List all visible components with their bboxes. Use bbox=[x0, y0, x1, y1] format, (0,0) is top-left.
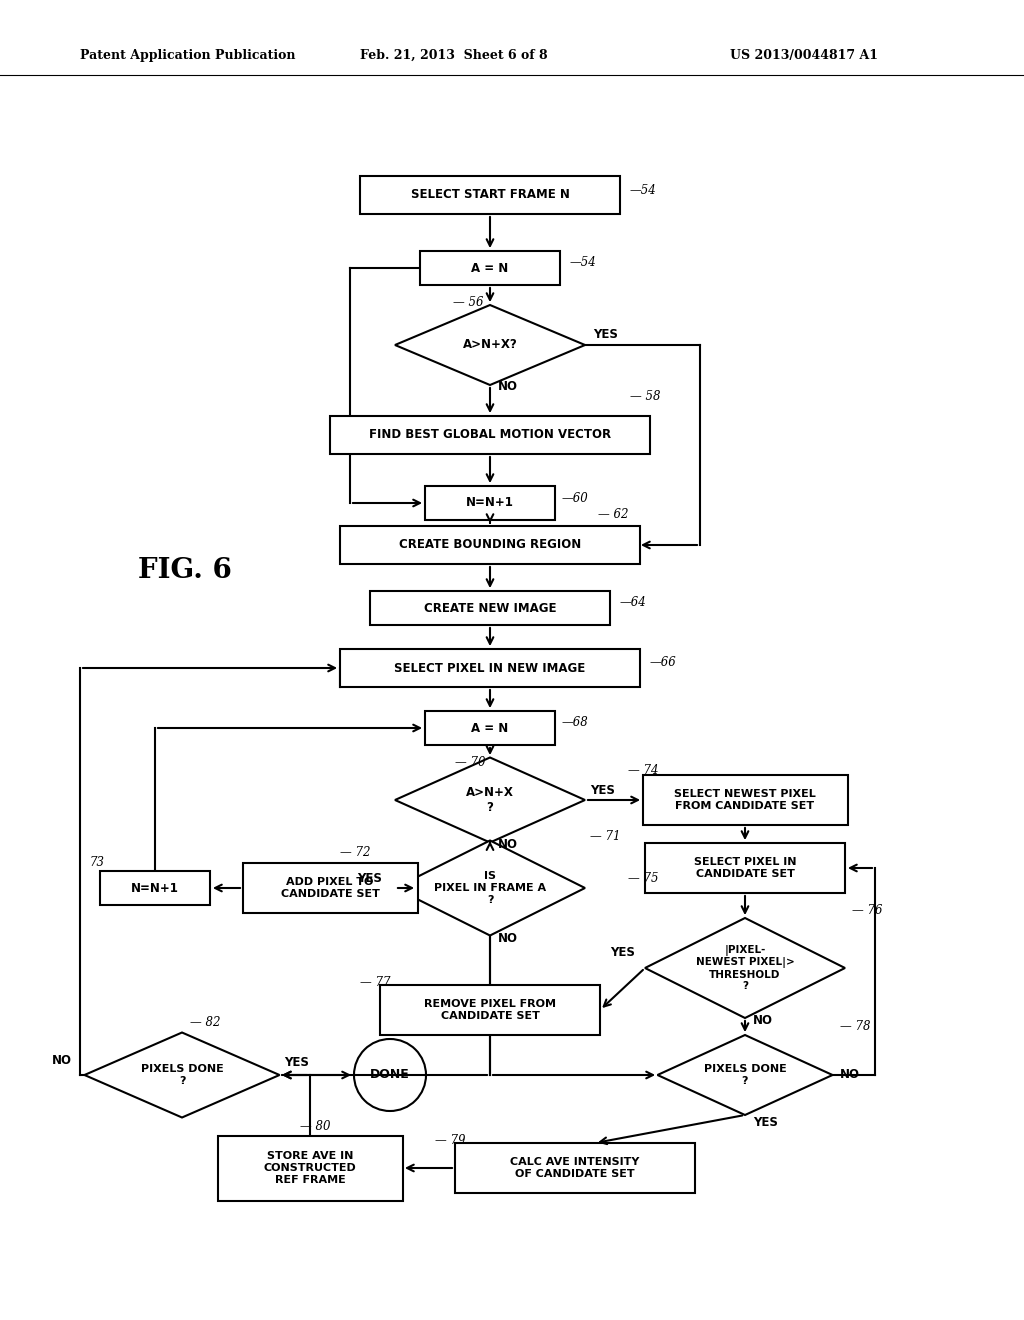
Text: — 74: — 74 bbox=[628, 763, 658, 776]
Text: IS
PIXEL IN FRAME A
?: IS PIXEL IN FRAME A ? bbox=[434, 871, 546, 904]
Polygon shape bbox=[395, 841, 585, 936]
FancyBboxPatch shape bbox=[100, 871, 210, 906]
FancyBboxPatch shape bbox=[330, 416, 650, 454]
Circle shape bbox=[354, 1039, 426, 1111]
Text: YES: YES bbox=[284, 1056, 309, 1069]
Polygon shape bbox=[657, 1035, 833, 1115]
Polygon shape bbox=[645, 917, 845, 1018]
Text: —66: —66 bbox=[650, 656, 677, 669]
Text: YES: YES bbox=[590, 784, 614, 796]
Polygon shape bbox=[85, 1032, 280, 1118]
Text: — 70: — 70 bbox=[455, 755, 485, 768]
Text: FIG. 6: FIG. 6 bbox=[138, 557, 231, 583]
Text: Feb. 21, 2013  Sheet 6 of 8: Feb. 21, 2013 Sheet 6 of 8 bbox=[360, 49, 548, 62]
FancyBboxPatch shape bbox=[340, 525, 640, 564]
FancyBboxPatch shape bbox=[645, 843, 845, 894]
Text: SELECT NEWEST PIXEL
FROM CANDIDATE SET: SELECT NEWEST PIXEL FROM CANDIDATE SET bbox=[674, 789, 816, 810]
Text: NO: NO bbox=[52, 1053, 72, 1067]
Text: A = N: A = N bbox=[471, 261, 509, 275]
Text: Patent Application Publication: Patent Application Publication bbox=[80, 49, 296, 62]
Text: —54: —54 bbox=[630, 183, 656, 197]
Text: —64: —64 bbox=[620, 597, 647, 610]
Text: STORE AVE IN
CONSTRUCTED
REF FRAME: STORE AVE IN CONSTRUCTED REF FRAME bbox=[263, 1151, 356, 1184]
FancyBboxPatch shape bbox=[217, 1135, 402, 1200]
FancyBboxPatch shape bbox=[420, 251, 560, 285]
FancyBboxPatch shape bbox=[360, 176, 620, 214]
Text: DONE: DONE bbox=[370, 1068, 410, 1081]
Text: — 78: — 78 bbox=[840, 1020, 870, 1034]
FancyBboxPatch shape bbox=[425, 711, 555, 744]
Text: — 82: — 82 bbox=[190, 1016, 220, 1030]
Text: — 77: — 77 bbox=[360, 975, 390, 989]
Text: A>N+X
?: A>N+X ? bbox=[466, 785, 514, 814]
Text: — 71: — 71 bbox=[590, 829, 621, 842]
Text: YES: YES bbox=[357, 871, 382, 884]
Text: FIND BEST GLOBAL MOTION VECTOR: FIND BEST GLOBAL MOTION VECTOR bbox=[369, 429, 611, 441]
Text: — 62: — 62 bbox=[598, 508, 629, 521]
Polygon shape bbox=[395, 305, 585, 385]
Text: — 72: — 72 bbox=[340, 846, 371, 859]
Text: |PIXEL-
NEWEST PIXEL|>
THRESHOLD
?: |PIXEL- NEWEST PIXEL|> THRESHOLD ? bbox=[695, 945, 795, 991]
Text: PIXELS DONE
?: PIXELS DONE ? bbox=[703, 1064, 786, 1086]
Text: — 58: — 58 bbox=[630, 389, 660, 403]
Text: US 2013/0044817 A1: US 2013/0044817 A1 bbox=[730, 49, 878, 62]
Text: N=N+1: N=N+1 bbox=[131, 882, 179, 895]
FancyBboxPatch shape bbox=[243, 863, 418, 913]
Text: YES: YES bbox=[753, 1115, 778, 1129]
Text: NO: NO bbox=[498, 932, 518, 945]
Text: ADD PIXEL TO
CANDIDATE SET: ADD PIXEL TO CANDIDATE SET bbox=[281, 878, 380, 899]
Text: A = N: A = N bbox=[471, 722, 509, 734]
Text: YES: YES bbox=[610, 946, 635, 960]
Text: SELECT START FRAME N: SELECT START FRAME N bbox=[411, 189, 569, 202]
Text: — 80: — 80 bbox=[300, 1119, 331, 1133]
Text: SELECT PIXEL IN
CANDIDATE SET: SELECT PIXEL IN CANDIDATE SET bbox=[693, 857, 797, 879]
FancyBboxPatch shape bbox=[455, 1143, 695, 1193]
Text: A>N+X?: A>N+X? bbox=[463, 338, 517, 351]
FancyBboxPatch shape bbox=[340, 649, 640, 686]
Text: —68: —68 bbox=[562, 717, 589, 730]
Text: NO: NO bbox=[840, 1068, 860, 1081]
Text: SELECT PIXEL IN NEW IMAGE: SELECT PIXEL IN NEW IMAGE bbox=[394, 661, 586, 675]
Text: 73: 73 bbox=[90, 857, 105, 870]
Text: — 56: — 56 bbox=[453, 297, 483, 309]
FancyBboxPatch shape bbox=[380, 985, 600, 1035]
Text: CALC AVE INTENSITY
OF CANDIDATE SET: CALC AVE INTENSITY OF CANDIDATE SET bbox=[510, 1158, 640, 1179]
Text: — 75: — 75 bbox=[628, 871, 658, 884]
Text: CREATE BOUNDING REGION: CREATE BOUNDING REGION bbox=[399, 539, 582, 552]
Text: YES: YES bbox=[593, 329, 617, 342]
Text: PIXELS DONE
?: PIXELS DONE ? bbox=[140, 1064, 223, 1086]
Text: — 79: — 79 bbox=[435, 1134, 466, 1147]
Text: —54: —54 bbox=[570, 256, 597, 269]
FancyBboxPatch shape bbox=[642, 775, 848, 825]
Text: N=N+1: N=N+1 bbox=[466, 496, 514, 510]
Text: NO: NO bbox=[498, 380, 518, 393]
FancyBboxPatch shape bbox=[370, 591, 610, 624]
Text: CREATE NEW IMAGE: CREATE NEW IMAGE bbox=[424, 602, 556, 615]
Text: NO: NO bbox=[498, 838, 518, 851]
Text: —60: —60 bbox=[562, 491, 589, 504]
Polygon shape bbox=[395, 758, 585, 842]
Text: NO: NO bbox=[753, 1014, 773, 1027]
Text: REMOVE PIXEL FROM
CANDIDATE SET: REMOVE PIXEL FROM CANDIDATE SET bbox=[424, 999, 556, 1020]
FancyBboxPatch shape bbox=[425, 486, 555, 520]
Text: — 76: — 76 bbox=[852, 903, 883, 916]
